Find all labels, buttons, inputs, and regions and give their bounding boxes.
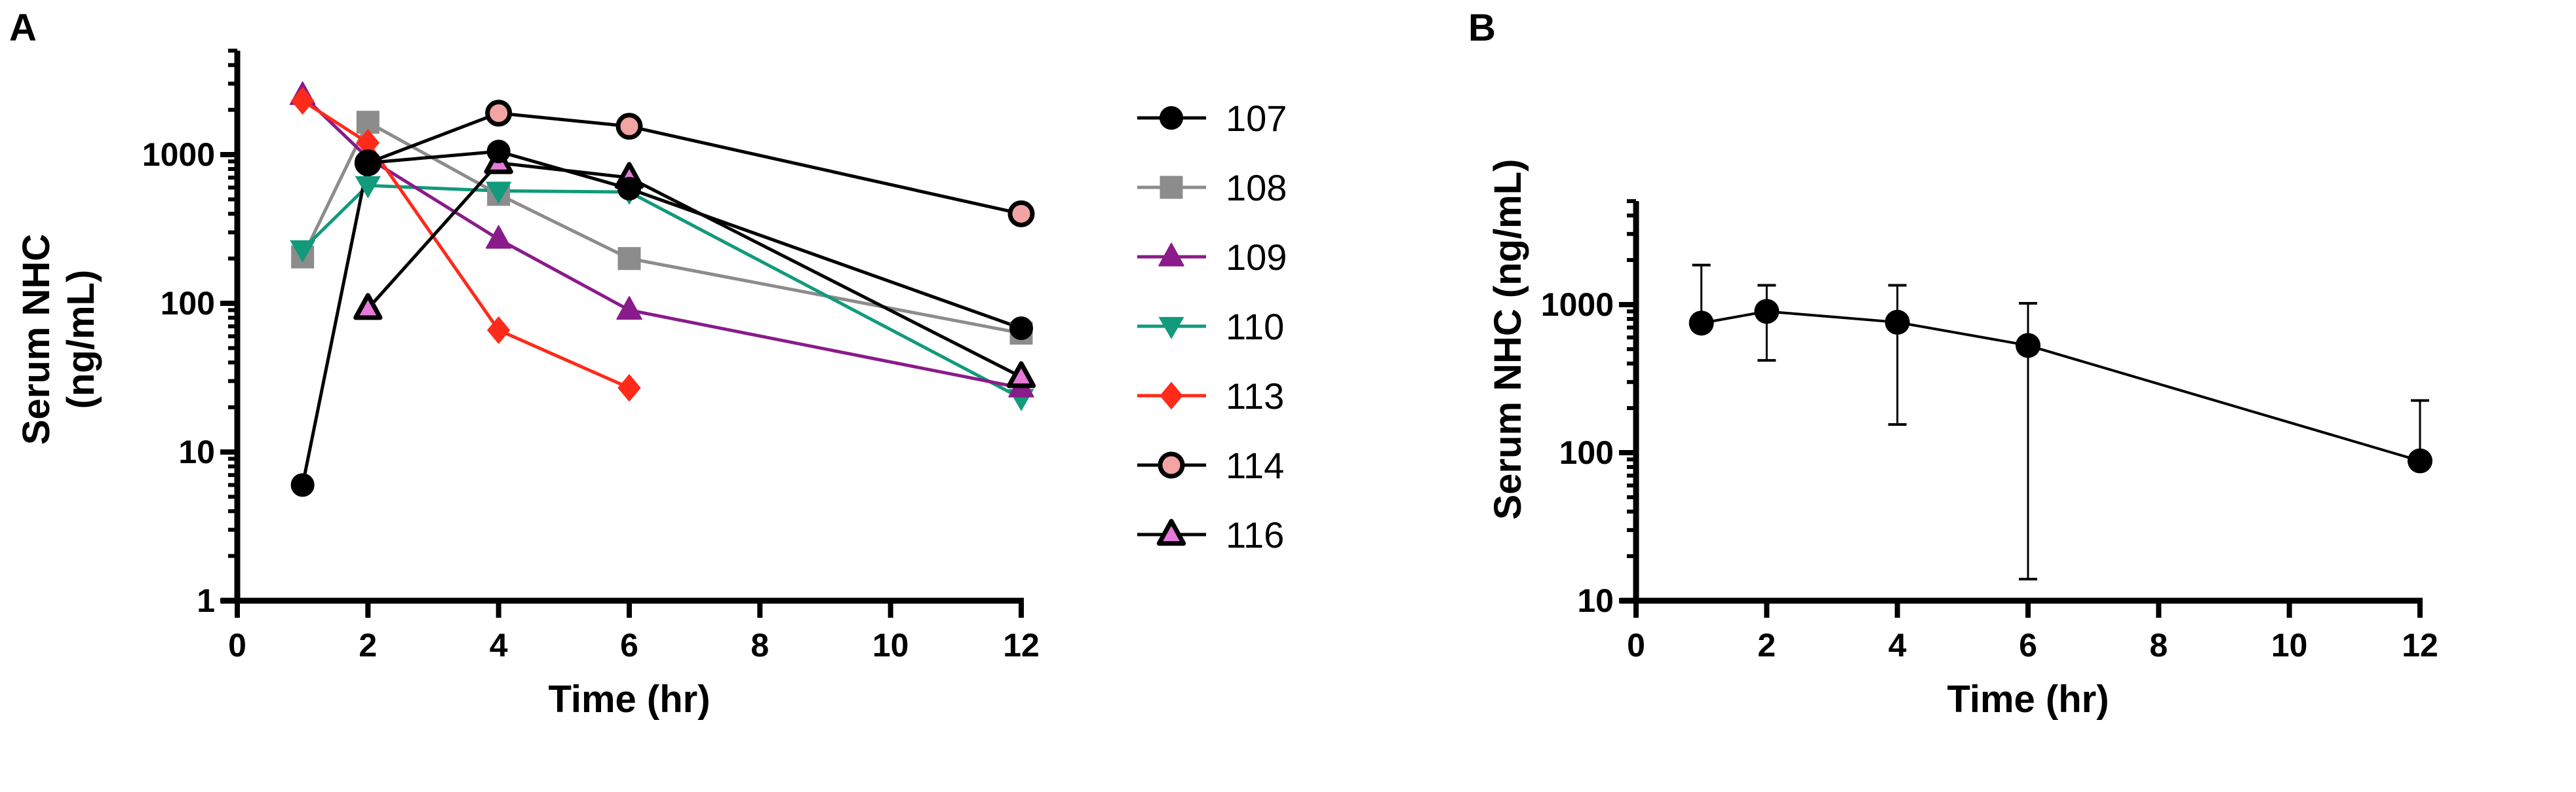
x-tick-label: 6 [2019,627,2037,664]
data-point-113 [617,373,641,402]
x-tick-label: 12 [2402,627,2438,664]
x-tick-label: 6 [620,627,638,664]
x-tick-label: 0 [1627,627,1645,664]
x-tick-label: 2 [1757,627,1776,664]
x-tick-label: 10 [872,627,909,664]
x-tick-label: 4 [1888,627,1907,664]
series-line-108 [301,120,1022,335]
y-axis-title: Serum NHC (ng/mL) [1487,159,1529,520]
data-point-107 [356,151,380,175]
legend-label-109: 109 [1226,236,1287,278]
data-point-114 [1007,200,1035,227]
x-axis-title: Time (hr) [1947,678,2109,721]
legend-marker-114 [1158,451,1185,479]
x-tick-label: 4 [490,627,508,664]
series-line-114 [367,111,1022,216]
x-axis-title: Time (hr) [548,678,710,721]
data-point-114 [485,100,513,127]
data-point-107 [1009,316,1033,341]
data-point-116 [1006,361,1036,388]
legend-label-116: 116 [1226,514,1284,556]
y-axis-title: Serum NHC [15,234,58,445]
x-tick-label: 10 [2271,627,2308,664]
y-tick-label: 100 [1559,434,1614,471]
x-tick-label: 8 [751,627,769,664]
data-point-109 [485,225,512,249]
x-tick-label: 12 [1003,627,1040,664]
legend-marker-116 [1156,519,1186,546]
data-point-mean [1688,311,1714,336]
data-point-mean [1754,299,1780,324]
data-point-107 [290,473,315,497]
y-tick-label: 10 [178,434,215,470]
legend-marker-110 [1158,316,1184,339]
data-point-109 [616,295,642,320]
y-tick-label: 1000 [142,136,215,173]
data-point-110 [486,181,512,204]
data-point-107 [486,140,511,164]
panel-label-a: A [9,7,37,49]
legend-label-107: 107 [1226,98,1287,139]
data-point-mean [2016,333,2040,358]
data-point-mean [1884,309,1910,335]
data-point-110 [290,240,316,263]
data-point-107 [617,177,641,201]
x-tick-label: 2 [359,627,377,664]
data-point-110 [355,176,381,198]
panel-label-b: B [1468,7,1496,49]
x-tick-label: 0 [228,627,246,664]
panel-b-chart: 0 2 4 6 8 10 12 10 100 1000 Time (hr) Serum NHC (ng… [1487,159,2438,721]
y-tick-label: 10 [1577,582,1614,619]
y-axis-title: (ng/mL) [60,270,102,409]
legend-marker-109 [1158,242,1184,267]
legend-marker-108 [1160,176,1183,199]
data-point-116 [353,293,383,320]
series-line-109 [301,94,1022,390]
y-tick-label: 1 [197,582,215,619]
y-tick-label: 1000 [1541,286,1614,323]
legend-label-108: 108 [1226,167,1287,208]
data-point-113 [291,86,315,115]
legend-label-113: 113 [1226,375,1284,417]
data-point-113 [487,316,511,345]
data-point-108 [617,247,641,271]
data-point-114 [615,113,643,140]
legend-label-114: 114 [1226,445,1284,486]
legend-marker-113 [1160,381,1183,410]
data-point-mean [2408,448,2432,474]
y-tick-label: 100 [161,285,215,322]
x-tick-label: 8 [2149,627,2168,664]
series-line-mean [1701,310,2421,462]
legend-label-110: 110 [1226,306,1284,347]
legend-marker-107 [1160,106,1183,130]
